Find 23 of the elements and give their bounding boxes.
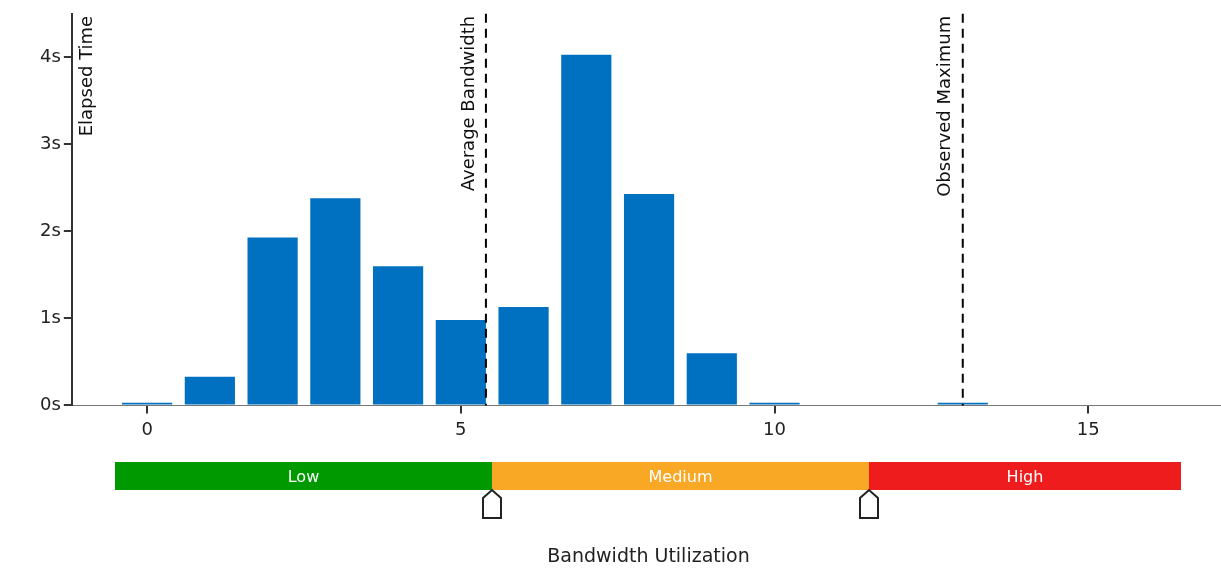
bar (561, 54, 612, 405)
ref-line-label: Observed Maximum (933, 15, 955, 197)
x-tick-label: 10 (763, 417, 786, 439)
bar (498, 307, 549, 405)
x-tick-label: 0 (141, 417, 153, 439)
bar (310, 198, 361, 405)
bar (686, 353, 737, 405)
bar (623, 193, 675, 405)
text: Bandwidth Utilization (547, 544, 750, 566)
bar (247, 237, 298, 405)
y-tick-label: 1s (39, 306, 61, 328)
y-tick-label: 3s (39, 132, 61, 154)
y-tick-label: 0s (39, 393, 61, 415)
y-tick-label: 2s (39, 219, 61, 241)
y-tick-label: 4s (39, 44, 61, 66)
y-axis-title: Elapsed Time (74, 15, 96, 137)
range-strip: Low Medium High (115, 462, 1181, 490)
x-tick-label: 5 (455, 417, 467, 439)
bar (184, 376, 235, 405)
bar (372, 266, 424, 405)
bar (435, 320, 486, 405)
x-tick-label: 15 (1076, 417, 1100, 439)
ref-line-label: Average Bandwidth (456, 15, 478, 192)
